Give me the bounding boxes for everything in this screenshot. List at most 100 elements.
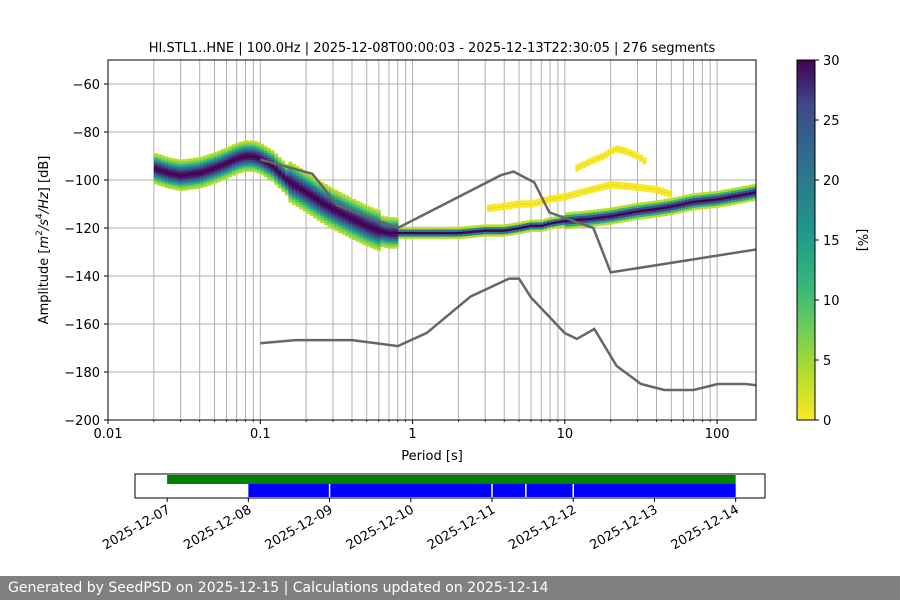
heatmap-cell	[752, 183, 756, 187]
heatmap-cell	[628, 213, 633, 217]
heatmap-cell	[639, 204, 643, 208]
heatmap-cell	[617, 184, 622, 187]
heatmap-cell	[231, 173, 236, 176]
heatmap-cell	[401, 226, 406, 230]
heatmap-cell	[617, 145, 622, 149]
heatmap-cell	[412, 236, 417, 240]
heatmap-cell	[380, 237, 385, 240]
heatmap-cell	[288, 180, 293, 184]
heatmap-cell	[256, 144, 261, 148]
heatmap-cell	[610, 149, 615, 152]
heatmap-cell	[415, 226, 420, 230]
heatmap-cell	[206, 180, 211, 184]
heatmap-cell	[649, 215, 654, 219]
heatmap-cell	[277, 161, 282, 165]
heatmap-cell	[458, 236, 463, 239]
heatmap-cell	[695, 202, 700, 206]
heatmap-cell	[529, 200, 534, 203]
heatmap-cell	[741, 200, 746, 204]
heatmap-cell	[529, 222, 534, 225]
heatmap-cell	[238, 165, 243, 169]
heatmap-cell	[504, 204, 509, 208]
heatmap-cell	[589, 217, 594, 220]
heatmap-cell	[281, 170, 286, 173]
heatmap-cell	[263, 174, 268, 178]
heatmap-cell	[380, 225, 385, 228]
heatmap-cell	[352, 215, 357, 219]
heatmap-cell	[582, 192, 587, 196]
heatmap-cell	[486, 224, 491, 228]
heatmap-cell	[369, 221, 374, 225]
heatmap-cell	[433, 231, 438, 235]
heatmap-cell	[281, 167, 286, 171]
heatmap-cell	[593, 155, 597, 159]
heatmap-cell	[203, 184, 208, 187]
heatmap-cell	[554, 218, 558, 222]
heatmap-cell	[387, 236, 392, 240]
heatmap-cell	[203, 162, 208, 166]
heatmap-cell	[221, 156, 225, 159]
heatmap-cell	[313, 201, 318, 205]
heatmap-cell	[699, 199, 704, 203]
heatmap-cell	[256, 149, 261, 153]
psd-figure: HI.STL1..HNE | 100.0Hz | 2025-12-08T00:0…	[35, 41, 869, 553]
heatmap-cell	[472, 234, 477, 238]
heatmap-cell	[249, 142, 254, 146]
heatmap-cell	[256, 156, 261, 160]
heatmap-cell	[437, 231, 442, 235]
heatmap-cell	[210, 155, 215, 159]
heatmap-cell	[288, 195, 293, 198]
heatmap-cell	[532, 224, 537, 228]
heatmap-cell	[391, 222, 396, 225]
heatmap-cell	[253, 167, 257, 171]
heatmap-cell	[274, 170, 279, 174]
heatmap-cell	[391, 229, 396, 232]
heatmap-cell	[532, 204, 537, 207]
heatmap-cell	[355, 229, 360, 233]
heatmap-cell	[238, 163, 243, 167]
noise-model-curves	[259, 158, 756, 392]
heatmap-cell	[157, 175, 162, 179]
heatmap-cell	[635, 217, 640, 220]
heatmap-cell	[214, 168, 218, 172]
heatmap-cell	[309, 201, 314, 205]
heatmap-cell	[465, 230, 470, 234]
heatmap-cell	[352, 208, 357, 212]
heatmap-cell	[387, 243, 392, 247]
heatmap-cell	[313, 208, 318, 212]
heatmap-cell	[306, 211, 310, 214]
heatmap-cell	[369, 243, 374, 246]
heatmap-cell	[610, 219, 615, 222]
heatmap-cell	[224, 159, 229, 163]
heatmap-cell	[320, 201, 325, 204]
heatmap-cell	[299, 201, 303, 205]
heatmap-cell	[203, 181, 208, 185]
heatmap-cell	[362, 237, 367, 241]
x-tick-label: 100	[705, 427, 730, 442]
heatmap-cell	[405, 229, 410, 232]
heatmap-cell	[323, 184, 328, 187]
heatmap-cell	[603, 217, 608, 221]
heatmap-cell	[717, 192, 721, 196]
heatmap-cell	[678, 203, 682, 207]
heatmap-cell	[306, 177, 310, 181]
heatmap-cell	[539, 229, 544, 232]
heatmap-cell	[330, 188, 335, 191]
heatmap-cell	[624, 214, 629, 218]
heatmap-cell	[483, 229, 488, 232]
heatmap-cell	[178, 171, 183, 175]
heatmap-cell	[614, 150, 619, 153]
heatmap-cell	[369, 235, 374, 239]
heatmap-cell	[256, 163, 261, 167]
heatmap-cell	[384, 216, 388, 220]
colorbar-tick-label: 25	[823, 114, 840, 129]
heatmap-cell	[752, 186, 756, 190]
heatmap-cell	[423, 231, 427, 235]
heatmap-cell	[515, 205, 519, 208]
timeline-bars	[167, 475, 736, 497]
heatmap-cell	[550, 221, 555, 225]
heatmap-cell	[632, 213, 636, 216]
heatmap-cell	[557, 196, 562, 199]
heatmap-cell	[408, 234, 413, 237]
heatmap-cell	[678, 208, 682, 211]
